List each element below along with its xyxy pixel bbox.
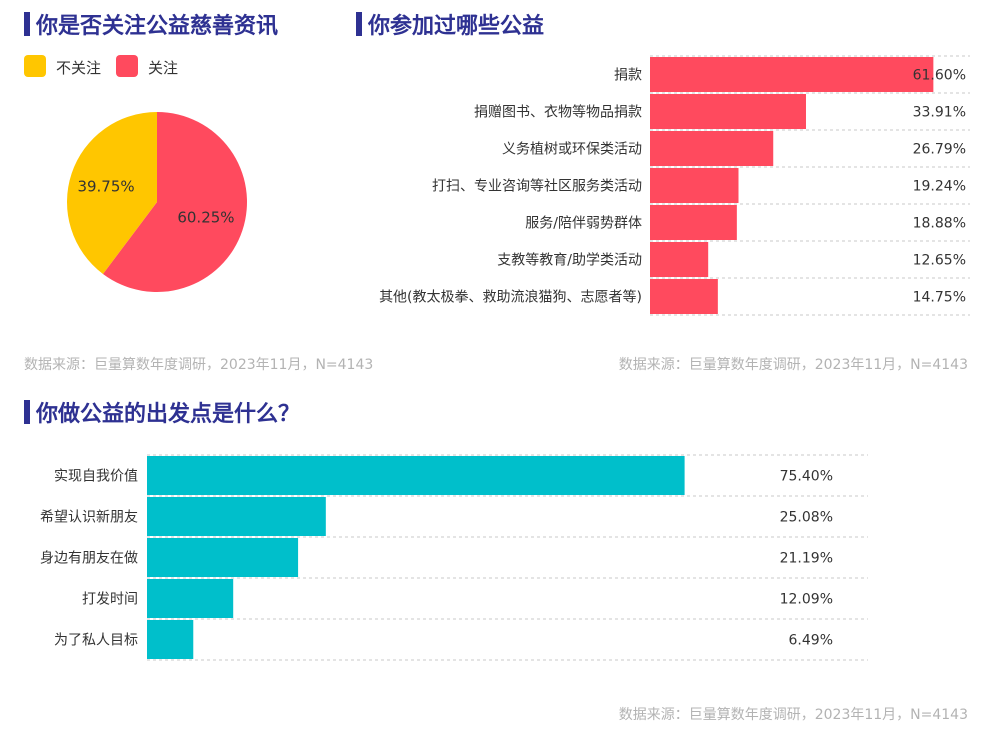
value-label: 19.24% [913,179,966,195]
value-label: 25.08% [780,510,833,526]
activities-title: 你参加过哪些公益 [368,14,545,39]
bar [147,456,685,495]
value-label: 33.91% [913,105,966,121]
pie-chart: 60.25% 39.75% [67,112,248,292]
bar [650,131,774,166]
value-label: 75.40% [780,469,833,485]
value-label: 21.19% [780,551,833,567]
value-label: 61.60% [913,68,966,84]
value-label: 26.79% [913,142,966,158]
bar [147,538,299,577]
section-marker [24,12,30,36]
category-label: 捐款 [614,68,642,84]
category-label: 打发时间 [82,591,138,608]
category-label: 实现自我价值 [54,469,138,485]
data-source: 数据来源：巨量算数年度调研，2023年11月，N=4143 [618,707,968,723]
category-label: 服务/陪伴弱势群体 [525,216,642,232]
section-marker [356,12,362,36]
motivation-bar-chart: 实现自我价值 75.40% 希望认识新朋友 25.08% 身边有朋友在做 21.19% 打发… [40,454,868,661]
category-label: 支教等教育/助学类活动 [497,252,642,269]
value-label: 18.88% [913,216,966,232]
data-source: 数据来源：巨量算数年度调研，2023年11月，N=4143 [24,357,374,373]
value-label: 12.65% [913,253,966,269]
value-label: 14.75% [913,290,966,306]
category-label: 身边有朋友在做 [40,551,138,567]
bar [650,57,934,92]
data-source: 数据来源：巨量算数年度调研，2023年11月，N=4143 [618,357,968,373]
category-label: 打扫、专业咨询等社区服务类活动 [432,178,642,195]
legend-swatch-yellow [24,55,46,77]
bar [650,94,806,129]
category-label: 其他(教太极拳、救助流浪猫狗、志愿者等) [379,289,642,306]
pie-slice [67,112,157,274]
bar [147,497,326,536]
legend-label: 关注 [148,59,179,77]
pie-label: 39.75% [77,177,134,195]
activities-bar-chart: 捐款 61.60% 捐赠图书、衣物等物品捐款 33.91% 义务植树或环保类活动 26.7… [379,55,970,316]
bar [650,168,739,203]
motivation-title: 你做公益的出发点是什么？ [36,402,301,427]
bar [147,579,234,618]
pie-slice [102,112,248,292]
category-label: 捐赠图书、衣物等物品捐款 [474,104,642,121]
value-label: 6.49% [789,633,833,649]
follow-title: 你是否关注公益慈善资讯 [36,14,279,39]
section-marker [24,400,30,424]
bar [650,279,718,314]
legend-swatch-red [116,55,138,77]
category-label: 为了私人目标 [54,633,138,649]
bar [650,242,709,277]
category-label: 希望认识新朋友 [40,510,138,526]
bar [650,205,737,240]
value-label: 12.09% [780,592,833,608]
bar [147,620,194,659]
legend-label: 不关注 [56,59,102,77]
category-label: 义务植树或环保类活动 [502,142,642,158]
pie-label: 60.25% [177,209,234,227]
